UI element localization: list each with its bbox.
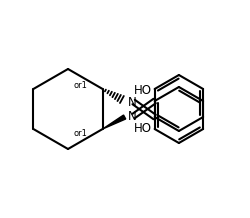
Text: N: N [128,109,136,123]
Text: HO: HO [134,121,152,135]
Polygon shape [103,115,126,129]
Text: or1: or1 [73,128,87,138]
Text: N: N [128,95,136,109]
Text: HO: HO [134,83,152,97]
Text: or1: or1 [73,80,87,90]
